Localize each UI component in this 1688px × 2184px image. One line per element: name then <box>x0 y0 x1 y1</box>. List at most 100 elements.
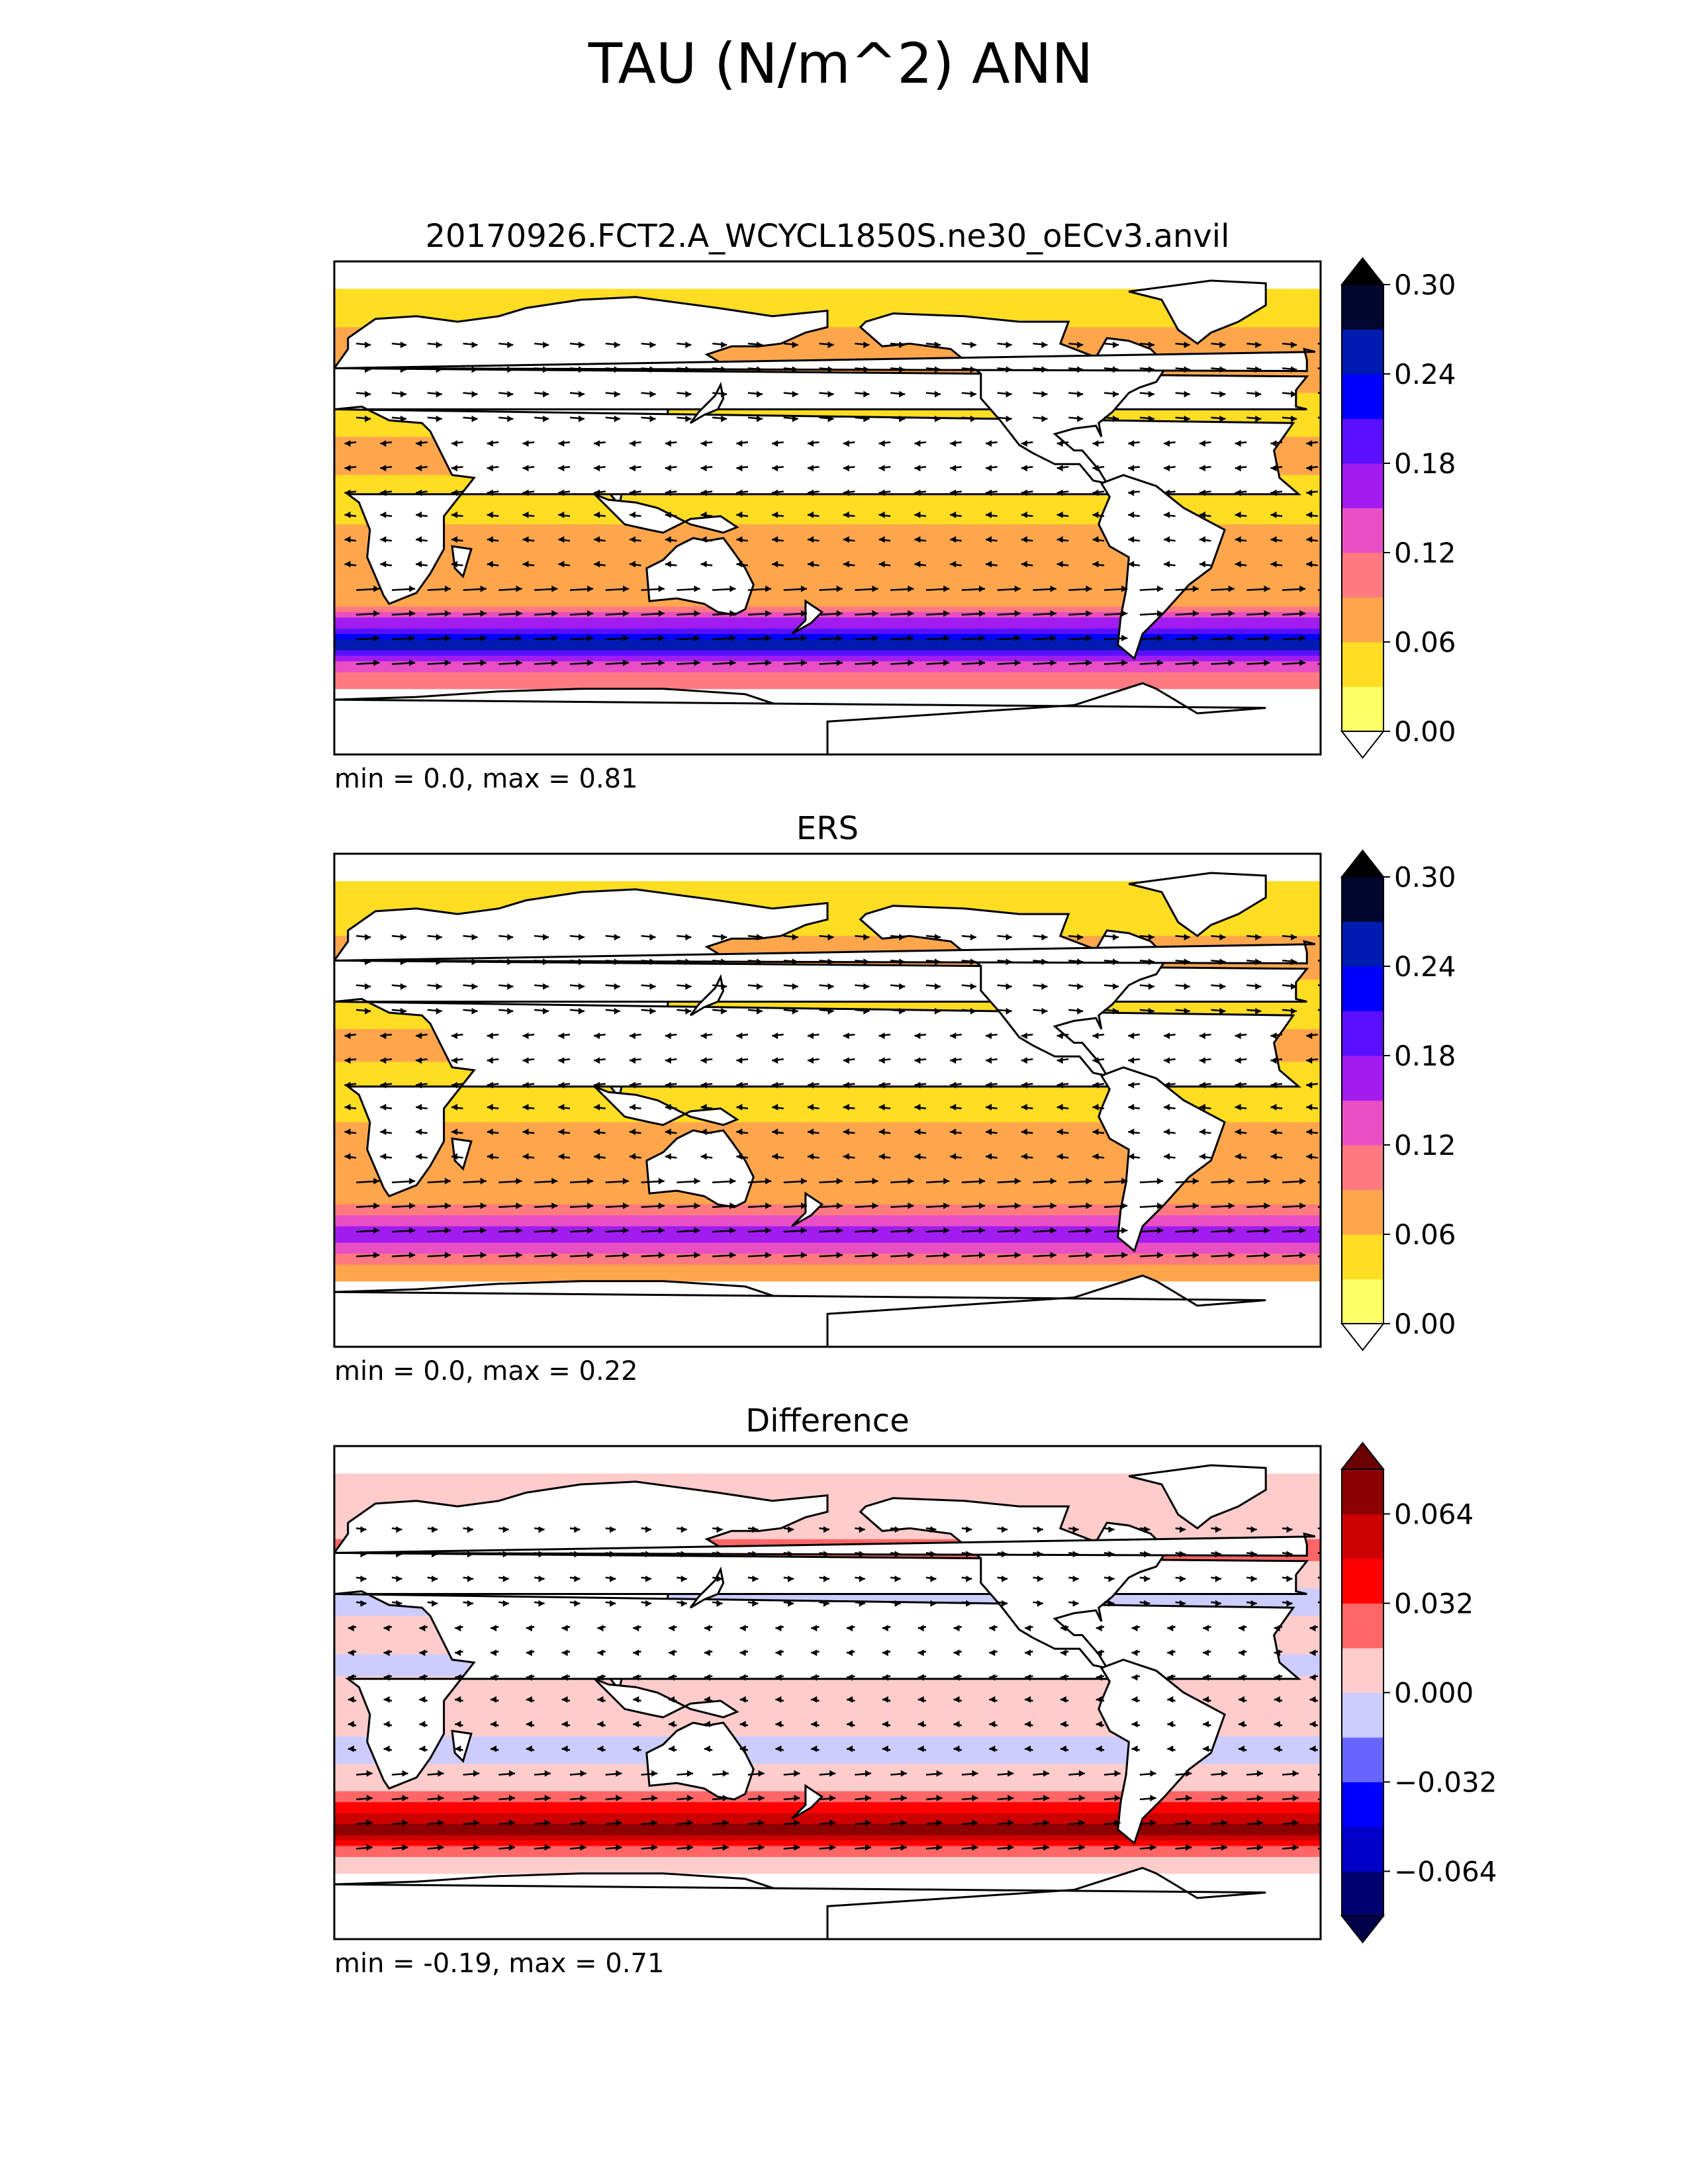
wind-arrow-head <box>1025 1674 1031 1681</box>
wind-arrow-head <box>1228 1251 1235 1259</box>
wind-arrow-head <box>658 1251 665 1259</box>
wind-arrow-head <box>467 1575 473 1582</box>
contour-band <box>334 1681 1321 1688</box>
wind-arrow-head <box>1050 659 1056 666</box>
wind-arrow-head <box>1164 561 1170 568</box>
contour-band <box>334 1144 1321 1150</box>
wind-arrow-head <box>1309 1721 1316 1728</box>
contour-band <box>334 1275 1321 1282</box>
wind-arrow-head <box>953 1721 960 1728</box>
wind-arrow-head <box>1256 1819 1263 1827</box>
wind-arrow-head <box>1329 1770 1335 1777</box>
contour-band <box>334 1160 1321 1167</box>
wind-arrow-head <box>775 1649 782 1657</box>
wind-arrow-head <box>1092 1081 1099 1089</box>
contour-band <box>334 1479 1321 1485</box>
contour-band <box>334 541 1321 547</box>
contour-band <box>334 1796 1321 1803</box>
wind-arrow-head <box>1128 1128 1135 1136</box>
wind-arrow-head <box>1092 1128 1099 1136</box>
wind-arrow-head <box>700 1081 707 1089</box>
contour-band <box>334 338 1321 344</box>
contour-band <box>334 1780 1321 1786</box>
wind-arrow-head <box>827 1007 834 1015</box>
wind-arrow-head <box>899 1007 906 1015</box>
wind-arrow-head <box>1199 561 1205 568</box>
wind-arrow-head <box>649 983 656 990</box>
wind-arrow-head <box>1180 1551 1186 1558</box>
wind-arrow-head <box>516 1251 522 1259</box>
wind-arrow-head <box>365 1007 371 1015</box>
wind-arrow-head <box>788 1600 794 1607</box>
wind-arrow-head <box>1286 1600 1293 1607</box>
contour-band <box>334 496 1321 503</box>
colorbar-segment <box>1342 285 1383 330</box>
wind-arrow-head <box>772 1153 778 1160</box>
wind-arrow-head <box>645 1600 651 1607</box>
wind-arrow-head <box>680 1600 687 1607</box>
wind-arrow-head <box>471 983 478 990</box>
wind-arrow-head <box>491 1696 497 1703</box>
wind-arrow-head <box>700 511 707 518</box>
contour-band <box>334 1473 1321 1480</box>
wind-arrow-head <box>966 1600 972 1607</box>
wind-arrow-head <box>986 489 992 496</box>
wind-arrow-head <box>752 1600 759 1607</box>
wind-arrow-head <box>752 1575 759 1582</box>
wind-arrow-head <box>360 1575 367 1582</box>
wind-arrow-head <box>1131 1649 1138 1657</box>
contour-band <box>334 683 1321 690</box>
wind-arrow-head <box>1299 610 1306 617</box>
wind-arrow-head <box>865 1819 872 1827</box>
wind-arrow-head <box>451 1081 457 1089</box>
wind-arrow-head <box>480 635 487 642</box>
wind-arrow-head <box>953 1625 960 1632</box>
wind-arrow-head <box>1086 635 1092 642</box>
wind-arrow-head <box>451 1103 457 1111</box>
wind-arrow-head <box>558 1103 565 1111</box>
wind-arrow-head <box>859 1575 865 1582</box>
wind-arrow-head <box>1270 465 1277 472</box>
wind-arrow-head <box>649 415 656 422</box>
wind-arrow-head <box>344 465 351 472</box>
wind-arrow-head <box>722 1819 729 1827</box>
wind-arrow-head <box>1021 536 1027 543</box>
wind-arrow-head <box>772 1057 778 1064</box>
wind-arrow-head <box>1264 635 1270 642</box>
wind-arrow-head <box>544 1844 551 1851</box>
wind-arrow-head <box>419 1625 426 1632</box>
contour-band <box>334 508 1321 514</box>
wind-arrow-head <box>455 1625 461 1632</box>
wind-arrow-head <box>1014 610 1021 617</box>
wind-arrow-head <box>1203 1745 1209 1752</box>
wind-arrow-head <box>1235 1057 1241 1064</box>
wind-arrow-head <box>1157 635 1164 642</box>
wind-arrow-head <box>1256 1844 1263 1851</box>
wind-arrow-head <box>1199 1032 1205 1040</box>
wind-arrow-head <box>580 1819 586 1827</box>
wind-arrow-head <box>1113 341 1119 349</box>
wind-arrow-head <box>1008 1819 1014 1827</box>
wind-arrow-head <box>1086 1177 1092 1185</box>
wind-arrow-head <box>1215 1575 1221 1582</box>
wind-arrow-head <box>507 415 514 422</box>
wind-arrow-head <box>622 635 629 642</box>
wind-arrow-head <box>1306 1103 1313 1111</box>
wind-arrow-head <box>1096 1649 1102 1657</box>
wind-arrow-head <box>1157 659 1164 666</box>
wind-arrow-head <box>1002 1600 1008 1607</box>
wind-arrow-head <box>1335 1227 1341 1234</box>
wind-arrow-head <box>827 366 834 373</box>
contour-band <box>334 925 1321 931</box>
wind-arrow-head <box>551 610 558 617</box>
contour-band <box>334 1786 1321 1792</box>
wind-arrow-head <box>344 561 351 568</box>
wind-arrow-head <box>917 1745 924 1752</box>
wind-arrow-head <box>1228 1202 1235 1209</box>
wind-arrow-head <box>597 1721 604 1728</box>
wind-arrow-head <box>366 1844 373 1851</box>
wind-arrow-head <box>1157 585 1164 592</box>
contour-band <box>334 1237 1321 1244</box>
wind-arrow-head <box>908 1177 914 1185</box>
contour-band <box>334 289 1321 295</box>
